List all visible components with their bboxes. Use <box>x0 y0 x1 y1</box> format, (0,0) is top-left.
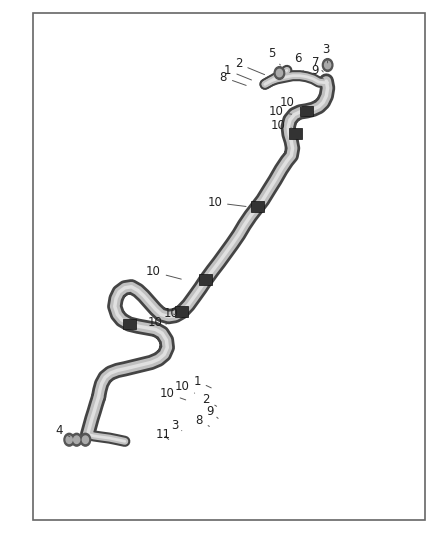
Circle shape <box>64 433 74 446</box>
Bar <box>300 106 313 116</box>
Text: 11: 11 <box>155 428 170 441</box>
Text: 10: 10 <box>148 316 166 329</box>
Bar <box>175 306 188 317</box>
Text: 10: 10 <box>160 387 186 400</box>
Circle shape <box>74 436 80 443</box>
Circle shape <box>325 61 331 69</box>
Circle shape <box>66 436 72 443</box>
Text: 4: 4 <box>55 424 70 437</box>
Text: 10: 10 <box>271 119 291 132</box>
Text: 1: 1 <box>224 64 251 80</box>
Text: 1: 1 <box>193 375 211 388</box>
Text: 3: 3 <box>323 43 330 63</box>
Text: 2: 2 <box>235 58 265 75</box>
Text: 6: 6 <box>294 52 303 71</box>
Text: 10: 10 <box>146 265 181 279</box>
Text: 8: 8 <box>220 71 246 85</box>
Bar <box>123 319 136 329</box>
Circle shape <box>274 67 285 79</box>
Text: 7: 7 <box>311 56 323 72</box>
Text: 9: 9 <box>206 405 218 418</box>
Text: 10: 10 <box>207 196 246 209</box>
Circle shape <box>80 433 91 446</box>
Text: 10: 10 <box>279 96 302 109</box>
Text: 8: 8 <box>196 414 209 426</box>
Text: 5: 5 <box>268 47 280 65</box>
Text: 3: 3 <box>172 419 182 432</box>
Text: 10: 10 <box>174 380 194 393</box>
Circle shape <box>276 69 283 77</box>
Text: 10: 10 <box>163 307 178 320</box>
Circle shape <box>82 436 88 443</box>
Text: 9: 9 <box>311 64 323 79</box>
Circle shape <box>322 59 333 71</box>
Bar <box>251 201 264 212</box>
Text: 10: 10 <box>268 106 292 118</box>
Bar <box>33 13 425 520</box>
Text: 2: 2 <box>202 393 217 406</box>
Bar <box>289 128 302 139</box>
Circle shape <box>71 433 82 446</box>
Bar <box>199 274 212 285</box>
